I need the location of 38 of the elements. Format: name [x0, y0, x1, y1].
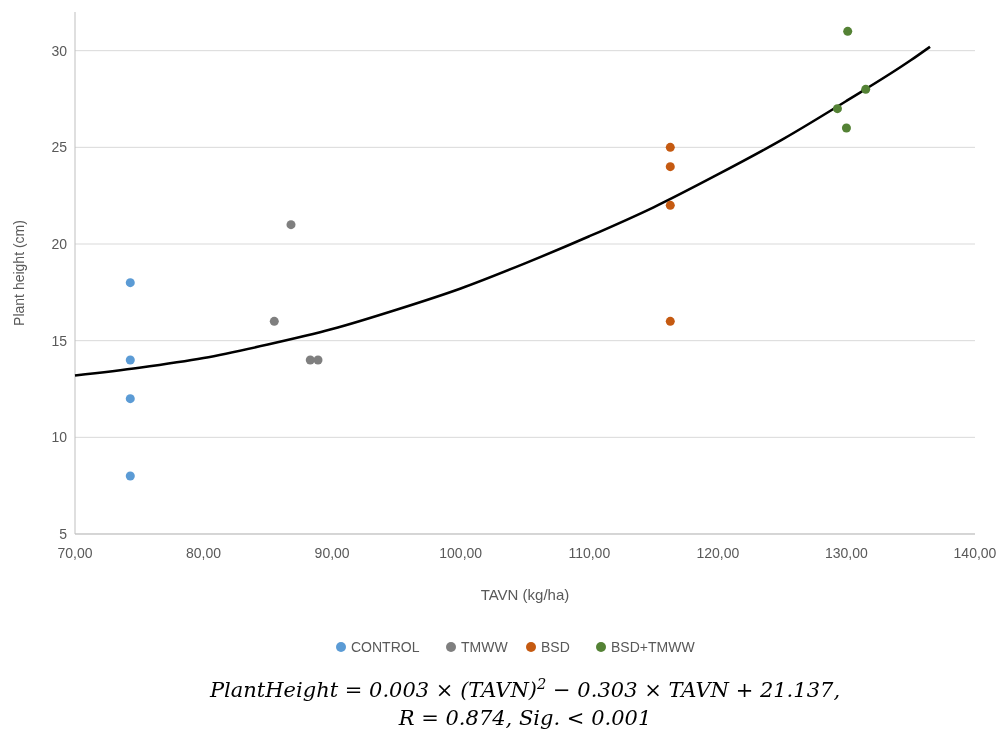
- y-tick-label: 10: [51, 429, 68, 446]
- point: [269, 316, 279, 326]
- point: [125, 394, 135, 404]
- text: PlantHeight = 0.003 × (TAVN)$^{2}$ − 0.303 × TAVN + 21.137,: [208, 674, 841, 702]
- point: [313, 355, 323, 365]
- x-tick-label: 130,00: [825, 545, 869, 561]
- point: [843, 26, 853, 36]
- x-tick-label: 120,00: [696, 545, 740, 561]
- y-axis-title: Plant height (cm): [11, 220, 27, 326]
- text: R = 0.874, Sig. < 0.001: [397, 706, 652, 730]
- legend-label: BSD: [541, 639, 570, 655]
- y-tick-label: 25: [51, 139, 68, 156]
- legend-label: TMWW: [461, 639, 509, 655]
- legend-label: BSD+TMWW: [611, 639, 696, 655]
- point: [125, 278, 135, 288]
- point: [841, 123, 851, 133]
- x-tick-label: 110,00: [568, 545, 611, 561]
- x-tick-label: 80,00: [186, 545, 222, 561]
- point: [665, 142, 675, 152]
- point: [665, 316, 675, 326]
- point: [125, 355, 135, 365]
- point: [665, 200, 675, 210]
- y-tick-label: 5: [59, 526, 68, 542]
- x-tick-label: 70,00: [57, 545, 93, 561]
- point: [861, 84, 871, 94]
- y-tick-label: 30: [51, 42, 68, 59]
- legend-label: CONTROL: [351, 639, 420, 655]
- x-tick-label: 100,00: [439, 545, 483, 561]
- y-tick-label: 15: [51, 332, 68, 349]
- x-axis-title: TAVN (kg/ha): [480, 586, 570, 603]
- line-series: [73, 45, 932, 377]
- point: [125, 471, 135, 481]
- point: [665, 162, 675, 172]
- point: [286, 220, 296, 230]
- x-tick-label: 140,00: [953, 545, 997, 561]
- x-tick-label: 90,00: [314, 545, 350, 561]
- point: [832, 104, 842, 114]
- y-tick-label: 20: [51, 236, 68, 252]
